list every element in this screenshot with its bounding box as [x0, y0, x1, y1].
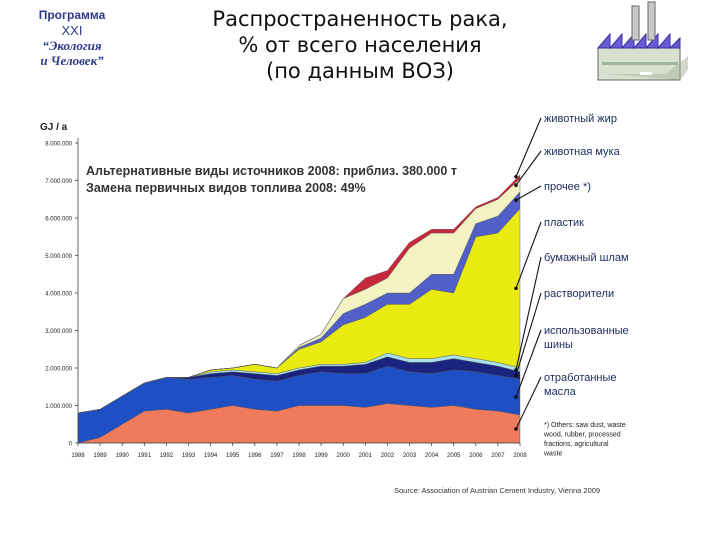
slide-title-line-1: Распространенность рака,	[212, 7, 508, 31]
x-tick-label: 1989	[93, 453, 107, 459]
legend-label: растворители	[544, 288, 614, 300]
x-tick-label: 2005	[447, 453, 461, 459]
legend-arrow-head	[514, 174, 518, 179]
logo-line-2: XXI	[61, 23, 83, 38]
x-tick-label: 1994	[204, 453, 218, 459]
legend-arrow-head	[514, 183, 518, 187]
area-series-7	[77, 174, 521, 414]
x-tick-label: 2004	[425, 453, 439, 459]
legend-label: использованные	[544, 325, 629, 337]
x-tick-label: 2007	[491, 453, 505, 459]
legend-arrow	[515, 376, 542, 430]
annotation-line-1: Альтернативные виды источников 2008: при…	[86, 164, 457, 178]
x-tick-label: 2008	[513, 453, 527, 459]
legend-label: отработанные	[544, 372, 617, 384]
y-tick-label: 7.000.000	[45, 179, 72, 185]
x-tick-label: 1991	[138, 453, 152, 459]
legend-arrow-head	[514, 198, 518, 202]
y-tick-label: 0	[69, 442, 73, 448]
x-tick-label: 2002	[381, 453, 395, 459]
logo-line-1: Программа	[38, 8, 106, 22]
legend-arrow-head	[514, 373, 518, 378]
legend-arrow	[515, 329, 542, 398]
footnote-line: waste	[543, 451, 562, 458]
y-tick-label: 5.000.000	[45, 254, 72, 260]
y-tick-label: 3.000.000	[45, 329, 72, 335]
x-tick-label: 1999	[314, 453, 328, 459]
legend-arrow-head	[514, 427, 518, 431]
x-tick-label: 1995	[226, 453, 240, 459]
legend-label: масла	[544, 386, 577, 398]
legend-label: бумажный шлам	[544, 252, 629, 264]
legend-arrow	[515, 221, 542, 289]
logo-line-4: и Человек”	[40, 53, 104, 68]
x-tick-label: 2001	[359, 453, 373, 459]
legend-label: пластик	[544, 217, 584, 229]
y-tick-label: 8.000.000	[45, 142, 72, 148]
energy-area-chart: 0 1.000.000 2.000.000 3.000.000 4.000.000 5.0…	[40, 113, 629, 495]
x-tick-label: 1998	[292, 453, 306, 459]
chart-legend: животный жир животная мука прочее *) пласти…	[514, 113, 629, 431]
x-tick-label: 1992	[160, 453, 174, 459]
x-tick-label: 2003	[403, 453, 417, 459]
x-tick-label: 2000	[337, 453, 351, 459]
slide-title: Распространенность рака, % от всего насе…	[150, 6, 570, 84]
slide-title-line-2: % от всего населения	[238, 33, 482, 57]
legend-label: шины	[544, 339, 573, 351]
legend-arrow	[515, 256, 542, 370]
y-axis-label: GJ / a	[40, 122, 68, 133]
legend-arrow	[515, 185, 542, 201]
legend-arrow	[515, 150, 542, 186]
legend-arrow-head	[514, 286, 518, 291]
chart-source: Source: Association of Austrian Cement I…	[394, 486, 600, 495]
factory-icon	[596, 1, 688, 81]
chart-areas	[77, 174, 521, 444]
x-tick-label: 1990	[116, 453, 130, 459]
legend-label: животная мука	[544, 146, 621, 158]
y-tick-label: 6.000.000	[45, 217, 72, 223]
chart-footnote: *) Others: saw dust, waste wood, rubber, …	[543, 422, 626, 458]
legend-arrow	[515, 292, 542, 376]
y-tick-label: 1.000.000	[45, 404, 72, 410]
chart-axes: 0 1.000.000 2.000.000 3.000.000 4.000.000 5.0…	[45, 138, 527, 459]
x-tick-label: 1997	[270, 453, 284, 459]
footnote-line: *) Others: saw dust, waste	[544, 422, 626, 429]
x-tick-label: 1988	[71, 453, 85, 459]
slide-title-line-3: (по данным ВОЗ)	[266, 59, 454, 83]
logo-line-3: “Экология	[42, 38, 102, 53]
y-tick-label: 4.000.000	[45, 292, 72, 298]
x-tick-label: 1996	[248, 453, 262, 459]
annotation-line-2: Замена первичных видов топлива 2008: 49%	[86, 181, 366, 195]
x-tick-label: 2006	[469, 453, 483, 459]
legend-arrow	[515, 117, 542, 177]
legend-label: животный жир	[544, 113, 617, 125]
y-tick-label: 2.000.000	[45, 367, 72, 373]
legend-arrow-head	[514, 395, 518, 399]
x-tick-label: 1993	[182, 453, 196, 459]
footnote-line: wood, rubber, processed	[543, 432, 621, 439]
footnote-line: fractions, agricultural	[544, 441, 609, 448]
program-logo: Программа XXI “Экология и Человек”	[22, 8, 122, 68]
legend-label: прочее *)	[544, 181, 591, 193]
